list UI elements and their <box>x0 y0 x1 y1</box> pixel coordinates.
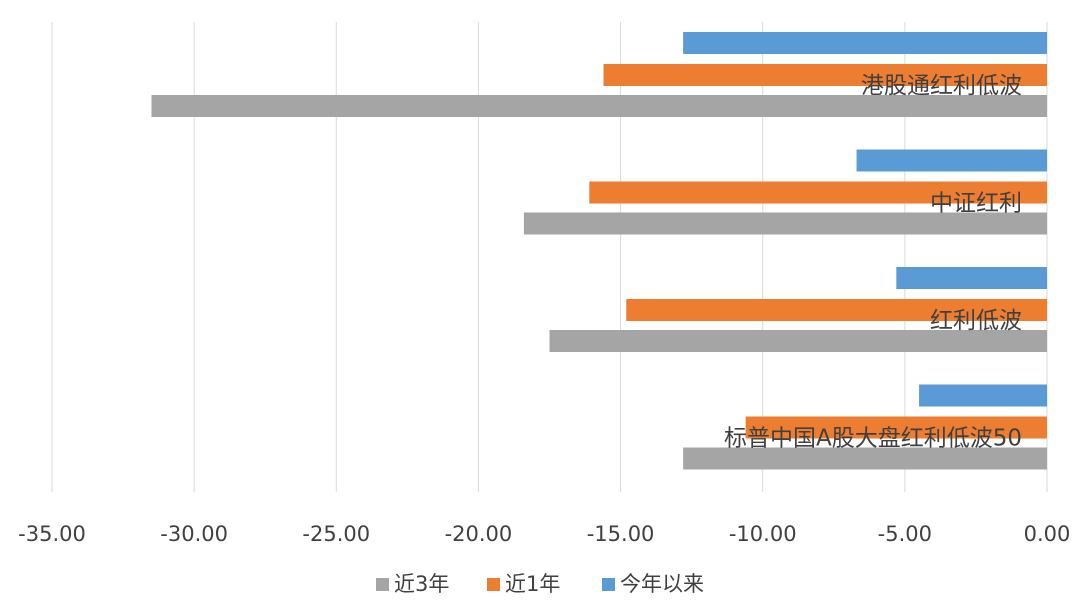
category-label: 红利低波 <box>930 308 1022 334</box>
x-tick-label: -30.00 <box>160 522 228 546</box>
bar <box>589 181 1047 204</box>
legend-swatch <box>376 578 389 591</box>
bars <box>151 32 1047 470</box>
bar <box>603 64 1047 86</box>
legend-label: 近3年 <box>394 572 449 596</box>
bar <box>896 267 1047 289</box>
legend: 近3年 近1年 今年以来 <box>376 572 704 596</box>
legend-swatch <box>487 578 500 591</box>
bar <box>151 95 1047 117</box>
bar <box>856 149 1047 172</box>
legend-label: 近1年 <box>505 572 560 596</box>
bar <box>745 416 1047 439</box>
category-label: 中证红利 <box>930 191 1022 217</box>
bar <box>626 299 1047 321</box>
bar <box>549 330 1047 352</box>
bar <box>683 447 1047 470</box>
category-label: 港股通红利低波 <box>861 73 1022 99</box>
x-tick-label: -20.00 <box>445 522 513 546</box>
bar <box>919 384 1047 407</box>
x-tick-label: -10.00 <box>729 522 797 546</box>
category-label: 标普中国A股大盘红利低波50 <box>724 426 1022 452</box>
x-tick-label: -25.00 <box>302 522 370 546</box>
x-tick-label: -15.00 <box>587 522 655 546</box>
legend-label: 今年以来 <box>620 572 704 596</box>
bar <box>683 32 1047 54</box>
x-tick-label: 0.00 <box>1024 522 1071 546</box>
bar <box>523 212 1047 235</box>
x-tick-label: -5.00 <box>878 522 932 546</box>
x-tick-label: -35.00 <box>18 522 86 546</box>
legend-swatch <box>602 578 615 591</box>
x-axis: -35.00 -30.00 -25.00 -20.00 -15.00 -10.00 -5.0… <box>18 522 1070 546</box>
